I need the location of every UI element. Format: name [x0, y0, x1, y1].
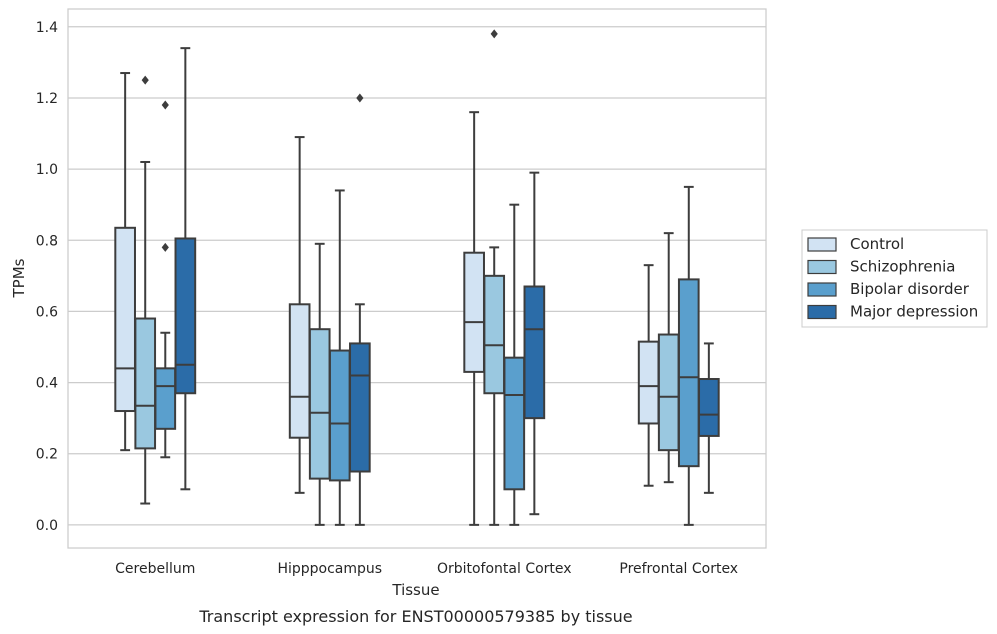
box-control: [114, 72, 136, 452]
box-body: [174, 237, 197, 395]
box-schizophrenia: [134, 75, 157, 505]
box-body: [483, 274, 506, 395]
y-tick-label: 1.4: [36, 20, 58, 36]
outlier-point: [161, 100, 169, 110]
y-axis-label: TPMs: [10, 258, 28, 298]
legend-swatch: [807, 282, 837, 297]
box-body: [637, 340, 660, 425]
box-body: [677, 278, 700, 468]
box-major-depression: [523, 171, 546, 516]
outlier-point: [490, 29, 498, 39]
y-tick-label: 0.6: [36, 304, 58, 320]
y-tick-label: 0.4: [36, 376, 58, 392]
box-control: [637, 264, 660, 487]
x-tick-label: Orbitofontal Cortex: [437, 561, 572, 577]
y-tick-label: 0.2: [36, 447, 58, 463]
box-body: [349, 342, 371, 473]
box-body: [114, 226, 136, 413]
legend-swatch: [807, 259, 837, 275]
box-body: [523, 285, 546, 420]
legend-swatch: [807, 237, 837, 252]
box-bipolar-disorder: [154, 100, 177, 459]
legend-label: Control: [850, 235, 904, 253]
legend-label: Bipolar disorder: [850, 280, 970, 298]
x-tick-label: Cerebellum: [115, 561, 195, 577]
legend-label: Schizophrenia: [850, 258, 955, 276]
x-tick-label: Hipppocampus: [277, 561, 382, 577]
y-tick-label: 1.2: [36, 91, 58, 107]
y-tick-label: 0.8: [36, 233, 58, 249]
outlier-point: [356, 93, 364, 103]
legend: Control Schizophrenia Bipolar disorder Majo…: [801, 229, 988, 328]
box-schizophrenia: [308, 242, 331, 526]
legend-swatch: [807, 304, 837, 320]
box-body: [308, 328, 331, 480]
box-bipolar-disorder: [677, 185, 700, 526]
legend-label: Major depression: [850, 303, 978, 321]
box-body: [328, 349, 351, 482]
box-schizophrenia: [657, 232, 680, 484]
y-tick-label: 0.0: [36, 518, 58, 534]
box-body: [698, 378, 720, 437]
box-major-depression: [698, 342, 720, 494]
box-major-depression: [174, 47, 197, 491]
y-tick-label: 1.0: [36, 162, 58, 178]
box-body: [503, 356, 526, 491]
plot-area: [67, 8, 767, 549]
box-body: [154, 367, 177, 430]
box-major-depression: [349, 93, 371, 526]
x-tick-label: Prefrontal Cortex: [619, 561, 738, 577]
box-body: [288, 303, 311, 439]
box-schizophrenia: [483, 29, 506, 526]
box-body: [463, 251, 485, 373]
chart-caption: Transcript expression for ENST0000057938…: [198, 607, 632, 626]
box-body: [134, 317, 157, 450]
box-body: [657, 333, 680, 452]
box-control: [288, 136, 311, 494]
outlier-point: [141, 75, 149, 85]
x-axis-label: Tissue: [391, 581, 439, 599]
outlier-point: [161, 242, 169, 252]
box-bipolar-disorder: [503, 203, 526, 526]
